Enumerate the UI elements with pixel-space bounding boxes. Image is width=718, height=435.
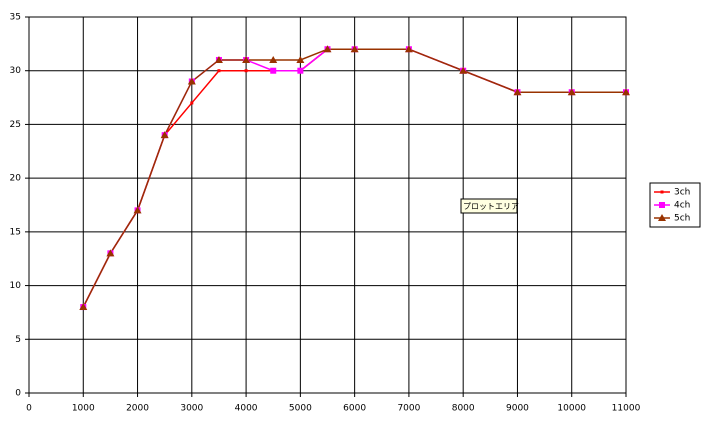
marker <box>269 55 278 63</box>
series-line <box>82 48 626 308</box>
marker <box>660 190 664 194</box>
marker <box>323 45 332 53</box>
x-tick-label: 6000 <box>343 404 366 414</box>
marker <box>270 67 277 74</box>
marker <box>296 55 305 63</box>
y-tick-label: 35 <box>10 13 21 23</box>
marker <box>133 206 142 214</box>
y-tick-label: 10 <box>10 281 22 291</box>
x-tick-label: 9000 <box>506 404 529 414</box>
x-tick-label: 7000 <box>397 404 420 414</box>
x-tick-label: 3000 <box>180 404 203 414</box>
x-tick-label: 4000 <box>235 404 258 414</box>
x-tick-label: 10000 <box>557 404 586 414</box>
x-tick-label: 11000 <box>612 404 641 414</box>
plot-area-border <box>28 16 627 394</box>
x-tick-label: 2000 <box>126 404 149 414</box>
marker <box>658 214 666 221</box>
x-tick-label: 5000 <box>289 404 312 414</box>
y-tick-label: 5 <box>15 335 21 345</box>
marker <box>79 303 88 311</box>
marker <box>513 88 522 96</box>
marker <box>350 45 359 53</box>
marker <box>242 55 251 63</box>
x-tick-label: 8000 <box>452 404 475 414</box>
y-tick-label: 0 <box>15 389 21 399</box>
marker <box>297 67 304 74</box>
marker <box>659 202 665 208</box>
marker <box>244 69 248 73</box>
marker <box>160 131 169 139</box>
marker <box>187 77 196 85</box>
tooltip: プロットエリア <box>463 202 519 211</box>
legend-label: 5ch <box>674 214 690 224</box>
y-tick-label: 30 <box>10 66 22 76</box>
marker <box>217 69 221 73</box>
tooltip-box <box>460 198 518 214</box>
y-tick-label: 20 <box>10 174 22 184</box>
legend-label: 3ch <box>674 188 690 198</box>
y-tick-label: 25 <box>10 120 21 130</box>
marker <box>214 55 223 63</box>
y-tick-label: 15 <box>10 227 21 237</box>
x-tick-label: 1000 <box>72 404 95 414</box>
marker <box>567 88 576 96</box>
x-tick-label: 0 <box>26 404 32 414</box>
legend-label: 4ch <box>674 201 690 211</box>
marker <box>106 249 115 257</box>
marker <box>190 101 194 105</box>
marker <box>459 66 468 74</box>
marker <box>404 45 413 53</box>
marker <box>622 88 630 96</box>
